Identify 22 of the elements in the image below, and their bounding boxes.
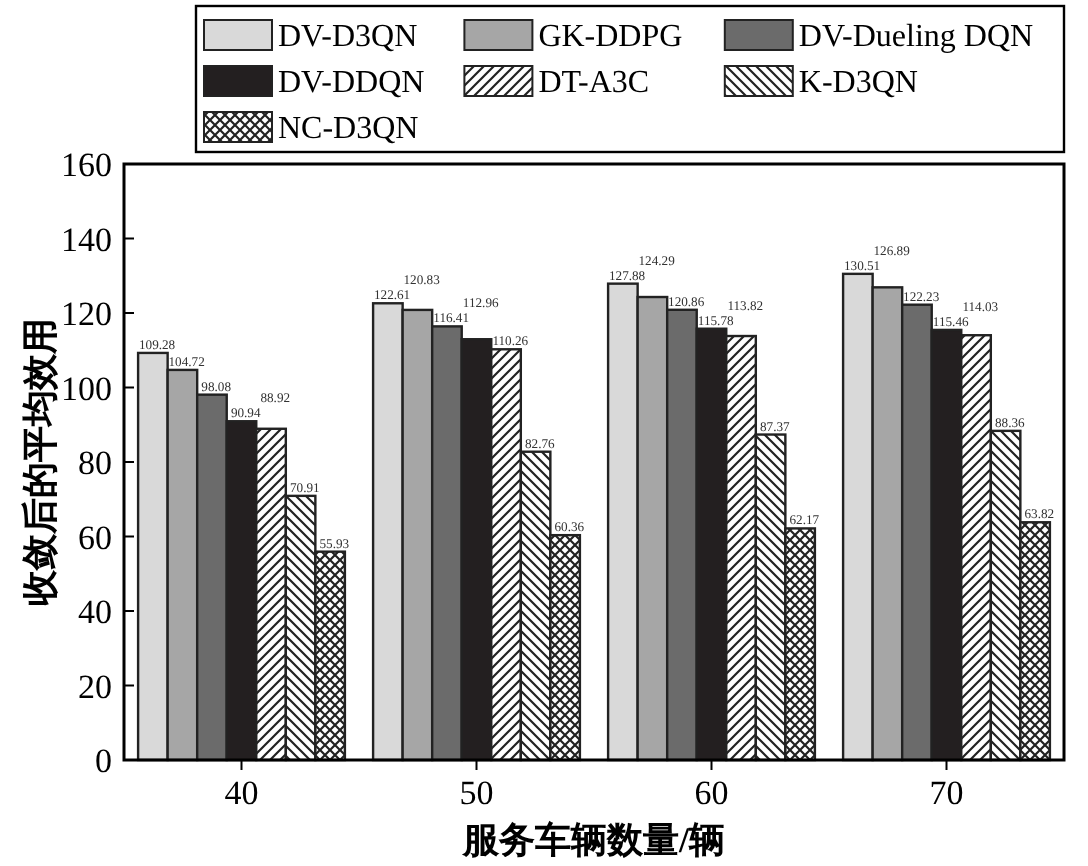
x-tick-label: 40: [224, 774, 259, 812]
x-tick-label: 70: [929, 774, 964, 812]
legend-label: DV-D3QN: [278, 20, 419, 54]
y-tick-label: 60: [78, 518, 112, 557]
legend-label: DT-A3C: [538, 66, 650, 100]
x-tick-label: 60: [694, 774, 729, 812]
legend-label: DV-Dueling DQN: [798, 20, 1035, 54]
y-tick-label: 80: [78, 444, 112, 482]
y-tick-label: 140: [61, 220, 112, 259]
y-tick-label: 0: [95, 742, 112, 780]
y-tick-label: 120: [61, 295, 112, 333]
y-tick-label: 100: [61, 369, 112, 408]
y-tick-label: 20: [78, 667, 112, 706]
y-tick-label: 160: [61, 146, 112, 184]
legend-label: GK-DDPG: [538, 20, 684, 54]
legend-label: NC-D3QN: [278, 112, 420, 146]
x-axis-title: 服务车辆数量/辆: [460, 820, 726, 860]
legend-label: K-D3QN: [798, 66, 919, 100]
legend-label: DV-DDQN: [278, 66, 426, 100]
y-tick-label: 40: [78, 593, 112, 631]
x-tick-label: 50: [459, 774, 494, 812]
y-axis-title: 收敛后的平均效用: [20, 318, 60, 606]
